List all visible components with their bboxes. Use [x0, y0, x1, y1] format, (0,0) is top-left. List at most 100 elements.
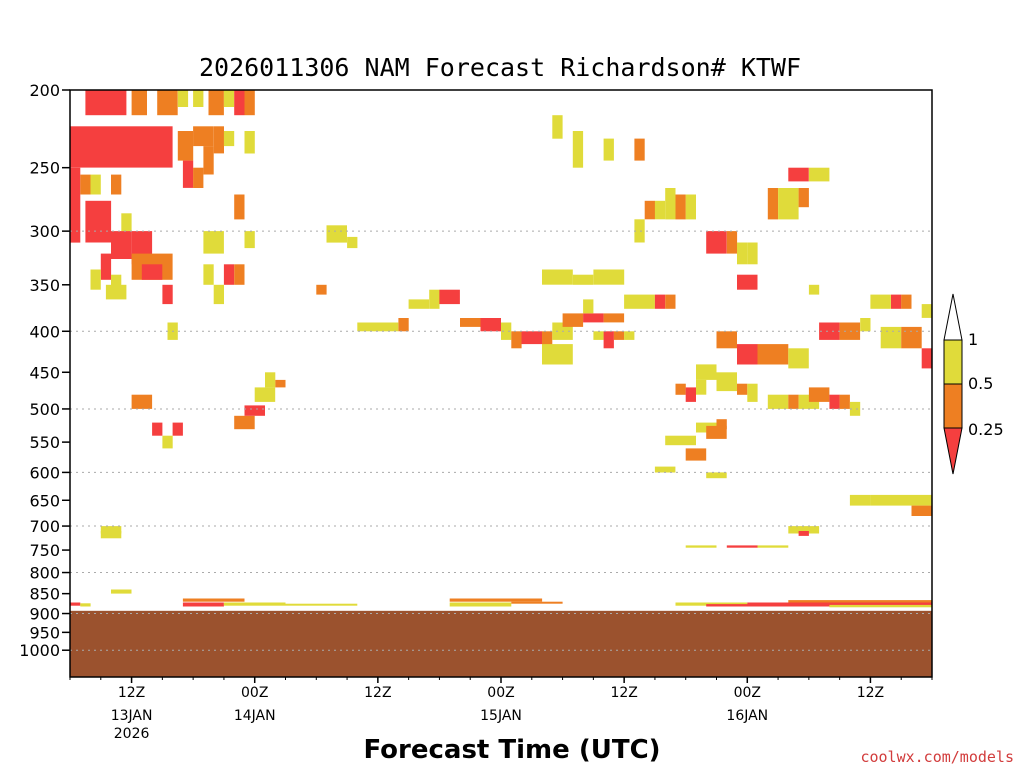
ri-cell	[757, 344, 789, 365]
ri-cell	[706, 425, 727, 439]
ri-cell	[788, 348, 809, 369]
ri-cell	[234, 264, 245, 285]
y-tick-label: 600	[29, 463, 60, 482]
x-tick-label: 12Z	[610, 685, 637, 701]
ri-cell	[911, 505, 932, 516]
y-tick-label: 300	[29, 222, 60, 241]
ri-cell	[511, 601, 563, 604]
ri-cell	[665, 294, 676, 309]
ri-cell	[675, 383, 686, 395]
ri-cell	[685, 545, 717, 548]
ri-cell	[808, 387, 830, 402]
ri-cell	[634, 138, 645, 161]
ri-cell	[70, 126, 173, 168]
ri-cell	[542, 331, 553, 349]
ri-cell	[193, 126, 214, 147]
ri-cell	[111, 589, 132, 594]
ri-cell	[460, 318, 481, 327]
x-axis: 12Z 13JAN 2026 00Z 14JAN 12Z 00Z 15JAN 12Z 00Z 16J…	[69, 677, 933, 742]
colorbar-legend: 1 0.5 0.25	[943, 293, 1004, 475]
ri-cell	[347, 236, 358, 249]
ri-cell	[593, 269, 625, 285]
ri-cell	[562, 313, 584, 327]
x-tick-date: 16JAN	[726, 708, 768, 724]
ri-cell	[542, 344, 573, 365]
ri-cell	[737, 383, 748, 395]
ri-cell	[901, 326, 922, 349]
ri-cell	[542, 269, 573, 285]
ri-cell	[901, 294, 912, 309]
ri-cell	[870, 494, 932, 506]
ri-cell	[654, 466, 676, 473]
ri-cell	[921, 304, 932, 318]
ri-cell	[685, 194, 696, 220]
ri-cell	[706, 604, 768, 607]
ri-cell	[265, 372, 276, 388]
ri-cell	[162, 284, 173, 305]
ri-cell	[121, 213, 132, 232]
ri-cell	[234, 194, 245, 220]
ri-cell	[603, 138, 614, 161]
ri-cell	[706, 472, 727, 479]
ri-cell	[244, 90, 255, 116]
ri-cell	[449, 598, 543, 602]
ri-cell	[839, 322, 861, 340]
x-tick-label: 00Z	[487, 685, 514, 701]
ri-cell	[223, 602, 286, 606]
ri-cell	[172, 422, 183, 436]
legend-label-05: 0.5	[968, 374, 993, 393]
ri-cell	[757, 545, 789, 548]
x-tick-date: 15JAN	[480, 708, 522, 724]
ri-cell	[131, 394, 153, 409]
ri-cell	[767, 188, 779, 220]
ri-cell	[593, 331, 604, 340]
ri-cell	[849, 494, 871, 506]
ri-cell	[234, 415, 255, 430]
ri-cell	[90, 174, 101, 195]
ri-cell	[675, 194, 686, 220]
ri-cell	[326, 225, 347, 243]
ri-cell	[80, 174, 91, 195]
ri-cell	[552, 115, 563, 139]
ri-cell	[182, 602, 224, 607]
ri-cell	[316, 284, 327, 295]
ri-cell	[429, 289, 440, 309]
ri-cell	[696, 379, 707, 395]
ri-cell	[141, 264, 163, 280]
ri-cell	[921, 348, 932, 369]
plot-area	[69, 89, 933, 678]
ri-cell	[613, 331, 625, 340]
ri-cell	[203, 264, 214, 285]
ri-cell	[860, 318, 871, 332]
legend-arrow-top	[943, 293, 963, 341]
ri-cell	[849, 401, 861, 416]
ri-cell	[716, 372, 737, 392]
ri-cell	[603, 313, 625, 323]
ri-cell	[572, 131, 584, 168]
x-tick-label: 12Z	[857, 685, 884, 701]
ri-cell	[80, 603, 91, 607]
ri-cell	[162, 435, 173, 449]
ri-cell	[131, 90, 147, 116]
ri-cell	[157, 90, 178, 116]
underground-fill	[70, 610, 932, 677]
y-tick-label: 900	[29, 605, 60, 624]
ri-cell	[398, 318, 409, 332]
ri-cell	[193, 90, 204, 107]
ri-cell	[70, 167, 81, 243]
credit-link[interactable]: coolwx.com/models	[860, 748, 1014, 766]
ri-cell	[726, 545, 758, 548]
ri-cell	[439, 289, 460, 305]
ri-cell	[747, 242, 758, 265]
ri-cell	[654, 200, 666, 220]
ri-cell	[244, 405, 265, 416]
x-axis-label: Forecast Time (UTC)	[363, 735, 660, 765]
ri-cell	[223, 264, 235, 285]
x-tick-year: 2026	[114, 726, 150, 742]
y-tick-label: 1000	[19, 641, 60, 660]
ri-cell	[685, 387, 696, 402]
ri-cell	[234, 90, 245, 116]
ri-cell	[665, 435, 696, 446]
y-tick-label: 400	[29, 322, 60, 341]
